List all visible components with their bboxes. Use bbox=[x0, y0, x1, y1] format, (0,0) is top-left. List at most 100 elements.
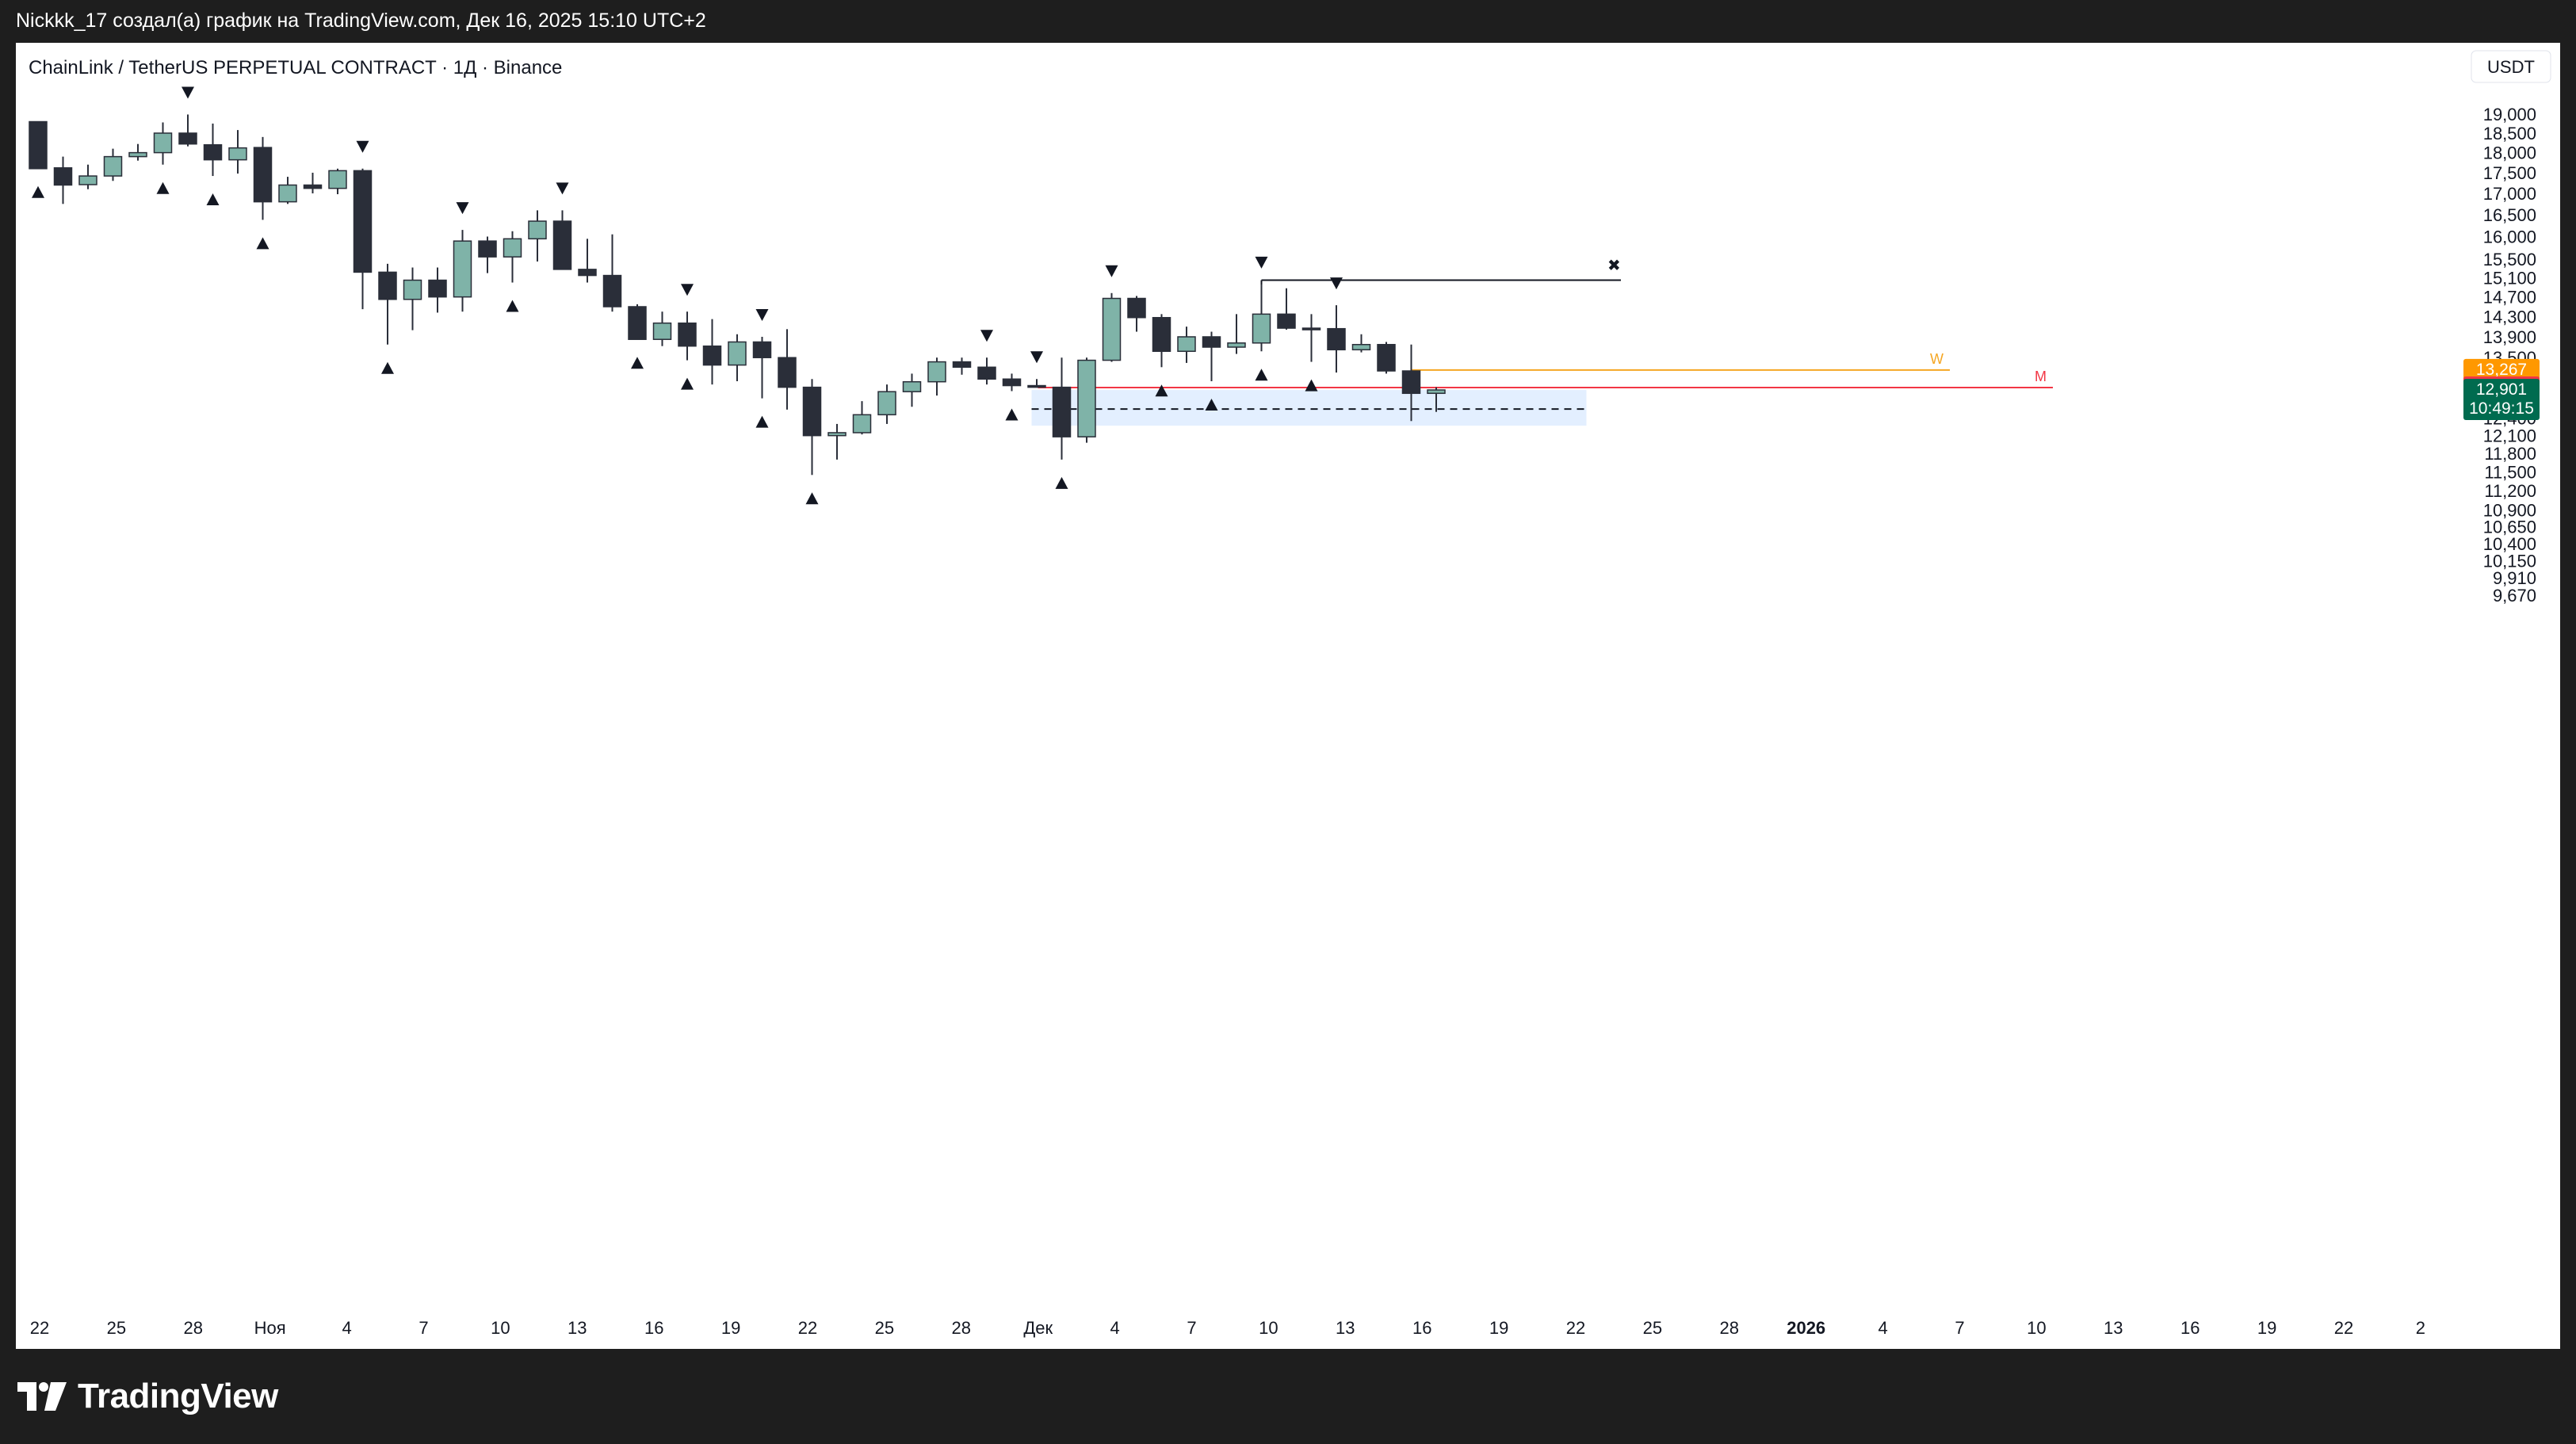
candle-body bbox=[578, 269, 597, 277]
candle[interactable] bbox=[802, 379, 822, 476]
candle[interactable] bbox=[678, 311, 697, 361]
candle[interactable] bbox=[1401, 344, 1421, 422]
candle[interactable] bbox=[827, 423, 847, 460]
candle[interactable] bbox=[552, 210, 572, 270]
candle-body bbox=[728, 341, 747, 366]
x-tick-label: 10 bbox=[1259, 1318, 1278, 1338]
x-tick-label: 16 bbox=[644, 1318, 663, 1338]
candle[interactable] bbox=[403, 267, 422, 330]
candle-body bbox=[778, 357, 797, 388]
candle[interactable] bbox=[228, 130, 247, 174]
candle[interactable] bbox=[977, 357, 996, 385]
chart-panel[interactable]: W M ✖ 19,000 18,500 18,000 17,500 17,000 16,500… bbox=[16, 43, 2560, 1349]
candle[interactable] bbox=[1102, 292, 1122, 362]
x-tick-label: 13 bbox=[568, 1318, 587, 1338]
candle[interactable] bbox=[203, 123, 223, 177]
candle[interactable] bbox=[578, 239, 597, 283]
candle[interactable] bbox=[877, 384, 896, 424]
candle[interactable] bbox=[1301, 314, 1321, 362]
candle[interactable] bbox=[628, 304, 647, 340]
x-tick-label: 19 bbox=[1489, 1318, 1508, 1338]
y-tick-label: 11,500 bbox=[2484, 462, 2536, 482]
candle[interactable] bbox=[178, 114, 197, 147]
swing-low-marker bbox=[1155, 384, 1168, 397]
candle[interactable] bbox=[1277, 288, 1296, 330]
price-chart[interactable]: W M ✖ 19,00018,50018,00017,50017,00016,500… bbox=[16, 43, 2560, 1349]
candle[interactable] bbox=[1351, 334, 1371, 353]
candle-body bbox=[1202, 336, 1221, 348]
candle-body bbox=[503, 238, 522, 258]
candle[interactable] bbox=[1327, 305, 1346, 373]
candle[interactable] bbox=[1152, 314, 1171, 368]
candle-body bbox=[478, 240, 497, 258]
candle[interactable] bbox=[1227, 314, 1246, 354]
candle-body bbox=[178, 132, 197, 145]
candle[interactable] bbox=[702, 319, 722, 385]
candle[interactable] bbox=[778, 329, 797, 410]
symbol-title: ChainLink / TetherUS PERPETUAL CONTRACT … bbox=[29, 57, 562, 78]
candle[interactable] bbox=[78, 164, 97, 189]
candle[interactable] bbox=[278, 177, 297, 204]
candle[interactable] bbox=[453, 230, 472, 312]
candle[interactable] bbox=[1027, 379, 1046, 388]
currency-badge[interactable]: USDT bbox=[2471, 50, 2551, 83]
candle[interactable] bbox=[1177, 327, 1196, 363]
swing-high-marker bbox=[182, 86, 194, 99]
candle[interactable] bbox=[428, 267, 447, 313]
candle[interactable] bbox=[752, 336, 772, 399]
candle[interactable] bbox=[1127, 296, 1146, 332]
candle[interactable] bbox=[253, 136, 273, 220]
last-price-badge-text: 10:49:15 bbox=[2469, 399, 2534, 418]
candle[interactable] bbox=[1052, 357, 1072, 460]
ray-cross-marker[interactable]: ✖ bbox=[1607, 258, 1621, 275]
y-tick-label: 11,200 bbox=[2484, 481, 2536, 501]
candle[interactable] bbox=[952, 357, 972, 375]
candle[interactable] bbox=[1002, 373, 1022, 392]
candle[interactable] bbox=[153, 122, 173, 165]
candle[interactable] bbox=[103, 148, 123, 181]
candle[interactable] bbox=[528, 210, 547, 262]
swing-high-marker bbox=[1030, 351, 1043, 364]
candle[interactable] bbox=[303, 172, 323, 193]
tradingview-logo[interactable]: TradingView bbox=[17, 1375, 278, 1418]
y-tick-label: 14,300 bbox=[2483, 307, 2536, 327]
candle[interactable] bbox=[53, 156, 73, 204]
candle[interactable] bbox=[503, 231, 522, 283]
candle[interactable] bbox=[378, 263, 397, 345]
x-tick-label: 4 bbox=[1110, 1318, 1119, 1338]
y-tick-label: 9,910 bbox=[2493, 568, 2536, 588]
candle[interactable] bbox=[852, 401, 872, 435]
y-tick-label: 10,150 bbox=[2483, 552, 2536, 571]
y-tick-label: 17,500 bbox=[2483, 163, 2536, 183]
candle[interactable] bbox=[478, 236, 497, 273]
w-price-badge[interactable]: 13,267 bbox=[2463, 358, 2540, 381]
candle-body bbox=[927, 361, 946, 383]
candle-body bbox=[1277, 313, 1296, 329]
candle[interactable] bbox=[328, 168, 347, 195]
candle[interactable] bbox=[1427, 387, 1446, 412]
candle-body bbox=[29, 120, 48, 170]
swing-low-marker bbox=[681, 377, 694, 390]
swing-low-marker bbox=[1055, 476, 1068, 489]
candle-body bbox=[203, 143, 223, 161]
candle[interactable] bbox=[353, 168, 373, 310]
candle[interactable] bbox=[652, 311, 672, 346]
candle[interactable] bbox=[1202, 331, 1221, 382]
candle[interactable] bbox=[927, 357, 946, 396]
candle[interactable] bbox=[29, 120, 48, 170]
candle[interactable] bbox=[602, 234, 622, 312]
candle-body bbox=[1127, 297, 1146, 319]
candle[interactable] bbox=[1377, 342, 1396, 374]
candle[interactable] bbox=[1252, 284, 1271, 352]
order-block-zone[interactable] bbox=[1031, 390, 1587, 426]
candle[interactable] bbox=[728, 334, 747, 382]
last-price-badge-bg bbox=[2463, 379, 2540, 421]
candle[interactable] bbox=[1077, 357, 1096, 443]
candle[interactable] bbox=[128, 143, 147, 161]
swing-low-marker bbox=[1205, 399, 1218, 411]
swing-low-marker bbox=[32, 185, 44, 198]
swing-high-marker bbox=[1105, 265, 1118, 277]
swing-low-marker bbox=[805, 492, 819, 505]
candle[interactable] bbox=[902, 373, 922, 407]
